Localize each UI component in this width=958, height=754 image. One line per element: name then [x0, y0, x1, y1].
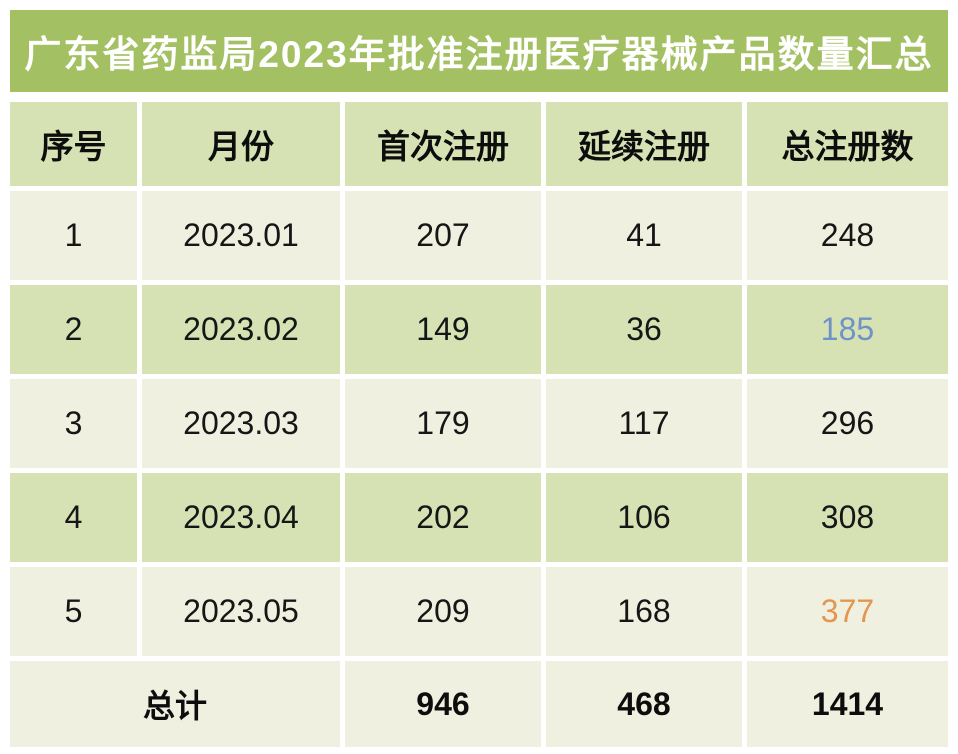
cell-r3-first: 179 [345, 379, 541, 468]
cell-r2-first: 149 [345, 285, 541, 374]
footer-label: 总计 [10, 661, 340, 747]
cell-r5-month: 2023.05 [142, 567, 340, 656]
cell-r4-first: 202 [345, 473, 541, 562]
cell-r1-first: 207 [345, 191, 541, 280]
cell-r5-no: 5 [10, 567, 137, 656]
summary-table: 序号 月份 首次注册 延续注册 总注册数 1 2023.01 207 41 24… [10, 102, 948, 747]
column-header-total: 总注册数 [747, 102, 948, 186]
footer-grand-total: 1414 [747, 661, 948, 747]
page-title: 广东省药监局2023年批准注册医疗器械产品数量汇总 [10, 10, 948, 92]
column-header-month: 月份 [142, 102, 340, 186]
cell-r1-month: 2023.01 [142, 191, 340, 280]
cell-r5-total-highlighted: 377 [747, 567, 948, 656]
cell-r1-renewal: 41 [546, 191, 742, 280]
cell-r5-renewal: 168 [546, 567, 742, 656]
column-header-first: 首次注册 [345, 102, 541, 186]
cell-r4-renewal: 106 [546, 473, 742, 562]
cell-r1-no: 1 [10, 191, 137, 280]
column-header-renewal: 延续注册 [546, 102, 742, 186]
cell-r3-total: 296 [747, 379, 948, 468]
cell-r3-month: 2023.03 [142, 379, 340, 468]
cell-r4-no: 4 [10, 473, 137, 562]
cell-r5-first: 209 [345, 567, 541, 656]
cell-r3-no: 3 [10, 379, 137, 468]
cell-r4-month: 2023.04 [142, 473, 340, 562]
cell-r2-renewal: 36 [546, 285, 742, 374]
footer-first-total: 946 [345, 661, 541, 747]
cell-r4-total: 308 [747, 473, 948, 562]
cell-r3-renewal: 117 [546, 379, 742, 468]
column-header-no: 序号 [10, 102, 137, 186]
content-wrapper: 广东省药监局2023年批准注册医疗器械产品数量汇总 序号 月份 首次注册 延续注… [10, 10, 948, 747]
footer-renewal-total: 468 [546, 661, 742, 747]
cell-r1-total: 248 [747, 191, 948, 280]
cell-r2-no: 2 [10, 285, 137, 374]
cell-r2-month: 2023.02 [142, 285, 340, 374]
cell-r2-total-highlighted: 185 [747, 285, 948, 374]
